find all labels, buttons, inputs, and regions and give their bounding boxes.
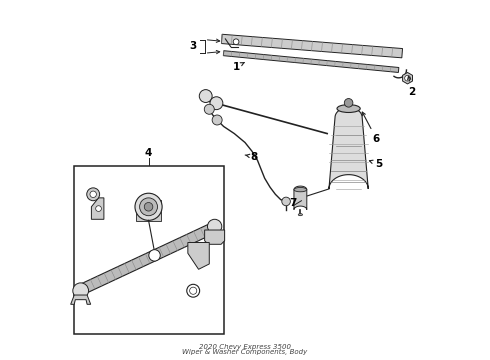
Text: Wiper & Washer Components, Body: Wiper & Washer Components, Body bbox=[182, 349, 308, 355]
Circle shape bbox=[344, 99, 353, 107]
Circle shape bbox=[96, 206, 101, 211]
Bar bbox=[74, 166, 223, 334]
Text: 7: 7 bbox=[290, 198, 297, 208]
Circle shape bbox=[212, 115, 222, 125]
Circle shape bbox=[282, 197, 291, 206]
Circle shape bbox=[204, 104, 214, 114]
Polygon shape bbox=[403, 72, 413, 84]
Polygon shape bbox=[329, 108, 368, 189]
Circle shape bbox=[87, 188, 99, 201]
Circle shape bbox=[144, 203, 153, 211]
Circle shape bbox=[190, 287, 197, 294]
Text: 3: 3 bbox=[190, 41, 197, 51]
Text: 1: 1 bbox=[232, 62, 240, 72]
Ellipse shape bbox=[337, 105, 360, 112]
Circle shape bbox=[149, 249, 160, 261]
Polygon shape bbox=[221, 34, 403, 58]
Circle shape bbox=[135, 193, 162, 220]
Polygon shape bbox=[294, 186, 307, 210]
Circle shape bbox=[210, 97, 223, 110]
Circle shape bbox=[405, 75, 411, 81]
Circle shape bbox=[233, 39, 239, 45]
Circle shape bbox=[73, 283, 89, 298]
Polygon shape bbox=[92, 198, 104, 219]
Text: 6: 6 bbox=[373, 134, 380, 144]
Polygon shape bbox=[76, 222, 219, 296]
Text: 8: 8 bbox=[250, 152, 258, 162]
Ellipse shape bbox=[294, 188, 307, 192]
Circle shape bbox=[140, 198, 157, 216]
Circle shape bbox=[187, 284, 199, 297]
Ellipse shape bbox=[298, 213, 302, 216]
Polygon shape bbox=[223, 51, 399, 72]
Bar bbox=[136, 200, 161, 221]
Text: 5: 5 bbox=[375, 159, 383, 169]
Polygon shape bbox=[71, 295, 91, 304]
Polygon shape bbox=[188, 243, 209, 269]
Text: 2: 2 bbox=[409, 87, 416, 98]
Text: 2020 Chevy Express 3500: 2020 Chevy Express 3500 bbox=[199, 344, 291, 350]
Circle shape bbox=[207, 219, 222, 234]
Polygon shape bbox=[205, 230, 224, 244]
Circle shape bbox=[90, 191, 97, 198]
Circle shape bbox=[199, 90, 212, 103]
Text: 4: 4 bbox=[145, 148, 152, 158]
